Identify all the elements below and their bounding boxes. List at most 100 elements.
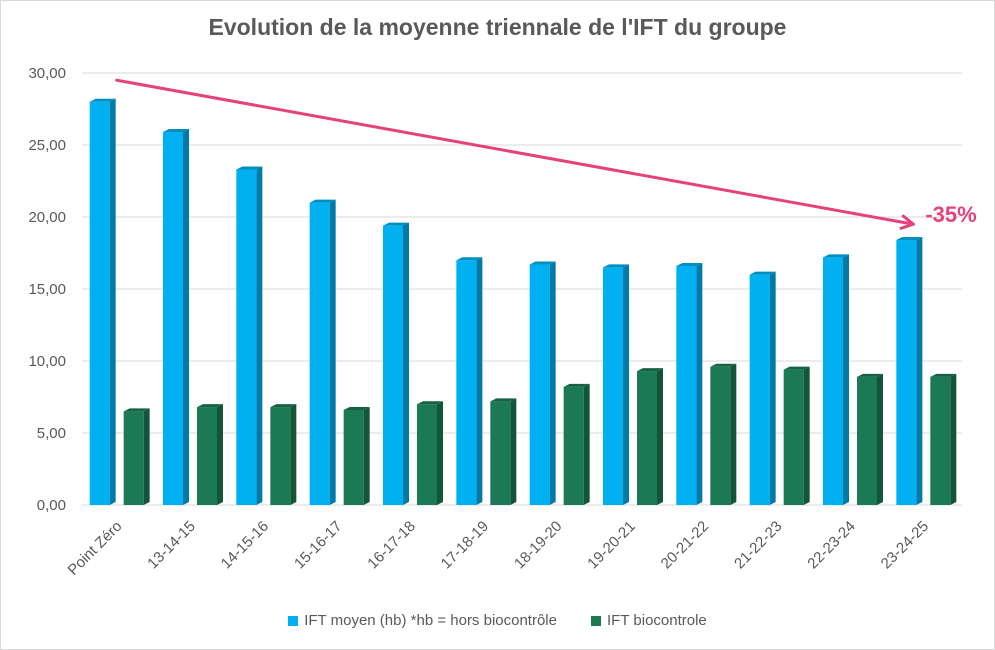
x-tick-label: 23-24-25 xyxy=(878,518,932,572)
bar-side xyxy=(623,264,629,505)
trend-arrow xyxy=(115,78,915,226)
trend-arrow-head xyxy=(899,214,915,230)
bar-side xyxy=(143,408,150,505)
legend-item-ift-biocontrole: IFT biocontrole xyxy=(591,612,707,629)
bar-top xyxy=(930,373,957,377)
bar-ift-biocontrole xyxy=(417,404,437,505)
y-tick-label: 5,00 xyxy=(37,425,66,442)
bar-side xyxy=(950,373,957,505)
bar-ift-moyen xyxy=(383,225,403,505)
bar-top xyxy=(637,368,663,372)
bar-top xyxy=(857,373,883,377)
bar-ift-biocontrole xyxy=(710,366,731,505)
bar-side xyxy=(329,199,336,505)
y-tick-label: 30,00 xyxy=(28,65,66,82)
bar-top xyxy=(236,166,263,170)
x-tick-label: 15-16-17 xyxy=(291,518,345,572)
bar-ift-biocontrole xyxy=(857,376,877,505)
x-tick-label: 17-18-19 xyxy=(438,518,492,572)
bar-ift-biocontrole xyxy=(490,401,511,505)
bar-side xyxy=(696,262,703,505)
x-tick-label: 19-20-21 xyxy=(584,518,638,572)
bar-side xyxy=(916,237,923,506)
bar-ift-moyen xyxy=(896,240,917,506)
bar-top xyxy=(89,98,116,102)
y-tick-label: 15,00 xyxy=(28,281,66,298)
bar-ift-biocontrole xyxy=(270,407,291,505)
bar-side xyxy=(803,366,810,505)
bar-top xyxy=(783,366,810,370)
bar-top xyxy=(270,404,297,408)
bar-side xyxy=(183,129,189,506)
bar-ift-biocontrole xyxy=(637,371,657,505)
bar-ift-moyen xyxy=(163,132,183,506)
bar-top xyxy=(823,254,849,258)
y-tick-label: 10,00 xyxy=(28,353,66,370)
bar-side xyxy=(549,261,556,505)
legend-item-ift-moyen: IFT moyen (hb) *hb = hors biocontrôle xyxy=(288,612,557,629)
bar-ift-moyen xyxy=(236,169,257,506)
x-tick-label: 16-17-18 xyxy=(364,518,418,572)
bar-top xyxy=(309,199,336,203)
bar-side xyxy=(843,254,849,505)
bar-top xyxy=(163,129,189,133)
legend-label-ift-biocontrole: IFT biocontrole xyxy=(607,612,707,629)
x-tick-label: 18-19-20 xyxy=(511,518,565,572)
x-tick-label: 21-22-23 xyxy=(731,518,785,572)
bar-ift-biocontrole xyxy=(930,376,951,505)
bar-ift-moyen xyxy=(456,260,477,505)
bar-top xyxy=(343,406,370,410)
bar-side xyxy=(363,406,370,505)
bar-side xyxy=(583,383,590,505)
bar-side xyxy=(730,363,737,505)
bar-ift-moyen xyxy=(529,264,550,505)
trend-annotation-label: -35% xyxy=(925,202,976,227)
bar-top xyxy=(529,261,556,265)
bar-top xyxy=(197,404,223,408)
bar-ift-moyen xyxy=(676,265,697,505)
y-tick-label: 20,00 xyxy=(28,209,66,226)
bar-ift-biocontrole xyxy=(197,407,217,505)
bar-top xyxy=(603,264,629,268)
bar-side xyxy=(403,222,409,505)
bar-top xyxy=(676,262,703,266)
bar-top xyxy=(123,408,150,412)
bar-top xyxy=(417,401,443,405)
bar-side xyxy=(510,398,517,505)
bar-side xyxy=(109,98,116,506)
bar-side xyxy=(217,404,223,505)
bar-side xyxy=(769,271,776,505)
chart-title: Evolution de la moyenne triennale de l'I… xyxy=(208,14,787,40)
bar-top xyxy=(456,257,483,261)
bar-ift-moyen xyxy=(823,257,843,505)
x-tick-label: 14-15-16 xyxy=(218,518,272,572)
chart-legend: IFT moyen (hb) *hb = hors biocontrôle IF… xyxy=(0,612,995,629)
bar-top xyxy=(490,398,517,402)
y-tick-label: 25,00 xyxy=(28,137,66,154)
bar-top xyxy=(896,237,923,241)
bar-ift-moyen xyxy=(603,267,623,505)
x-tick-label: 13-14-15 xyxy=(144,518,198,572)
bar-top xyxy=(710,363,737,367)
y-tick-label: 0,00 xyxy=(37,497,66,514)
bar-ift-biocontrole xyxy=(123,411,144,505)
x-tick-label: 20-21-22 xyxy=(658,518,712,572)
x-tick-label: 22-23-24 xyxy=(804,518,858,572)
bar-top xyxy=(383,222,409,226)
bar-side xyxy=(256,166,263,506)
bar-ift-moyen xyxy=(89,101,110,506)
bar-ift-biocontrole xyxy=(783,369,804,505)
legend-label-ift-moyen: IFT moyen (hb) *hb = hors biocontrôle xyxy=(304,612,557,629)
bar-side xyxy=(877,373,883,505)
bar-top xyxy=(563,383,590,387)
bar-side xyxy=(290,404,297,505)
bar-top xyxy=(749,271,776,275)
legend-swatch-ift-moyen xyxy=(288,615,299,626)
bar-ift-biocontrole xyxy=(563,386,584,505)
bar-ift-moyen xyxy=(749,274,770,505)
bar-ift-biocontrole xyxy=(343,409,364,505)
bar-side xyxy=(437,401,443,505)
bar-side xyxy=(657,368,663,505)
bar-side xyxy=(476,257,483,505)
